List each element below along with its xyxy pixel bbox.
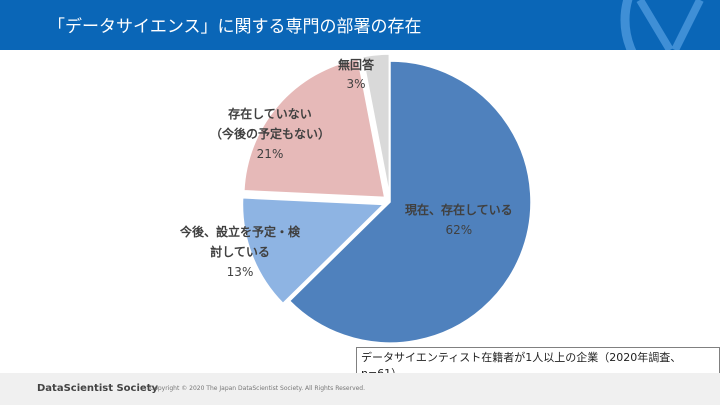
label-none: 存在していない （今後の予定もない） 21%	[210, 104, 330, 164]
slice-label: 討している	[210, 245, 270, 259]
slice-label: 存在していない	[228, 107, 312, 121]
slice-label: 無回答	[338, 58, 375, 72]
slice-value: 21%	[256, 147, 284, 161]
label-present: 現在、存在している 62%	[405, 200, 513, 240]
globe-logo-decoration	[620, 0, 704, 50]
label-planned: 今後、設立を予定・検 討している 13%	[180, 222, 300, 282]
label-no-answer: 無回答 3%	[338, 56, 374, 94]
slice-label: （今後の予定もない）	[210, 127, 331, 141]
copyright: Copyright © 2020 The Japan DataScientist…	[150, 385, 366, 392]
slice-present	[288, 60, 532, 344]
slice-no-answer	[361, 53, 391, 196]
slice-value: 13%	[226, 265, 254, 279]
slice-label: 今後、設立を予定・検	[180, 225, 301, 239]
title-bar: 「データサイエンス」に関する専門の部署の存在	[0, 0, 720, 50]
brand-name: DataScientist Society	[37, 383, 158, 394]
slice-planned	[241, 197, 386, 305]
pie-chart	[241, 53, 532, 344]
slice-label: 現在、存在している	[405, 203, 513, 217]
slice-none	[243, 58, 386, 199]
footer: DataScientist Society Copyright © 2020 T…	[0, 373, 720, 405]
slice-value: 62%	[445, 223, 473, 237]
slice-value: 3%	[346, 77, 366, 91]
page-title: 「データサイエンス」に関する専門の部署の存在	[48, 17, 422, 37]
